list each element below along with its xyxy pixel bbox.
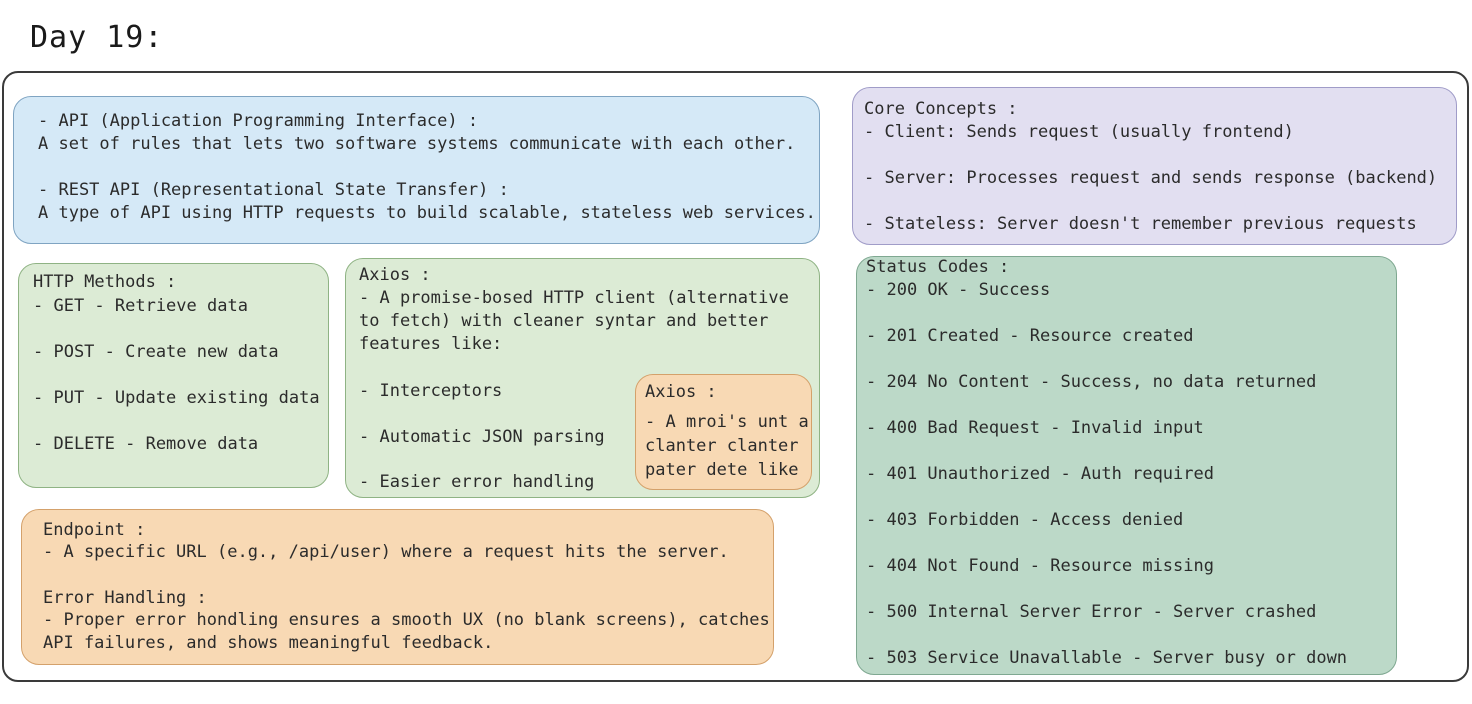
error-handling-description: - Proper error hondling ensures a smooth…	[43, 610, 770, 630]
core-concepts-heading: Core Concepts :	[864, 99, 1018, 119]
status-code-item: - 204 No Content - Success, no data retu…	[866, 372, 1317, 392]
status-code-item: - 403 Forbidden - Access denied	[866, 510, 1184, 530]
core-concept-item: - Server: Processes request and sends re…	[864, 168, 1438, 188]
axios-feature-item: - Automatic JSON parsing	[359, 427, 605, 447]
http-methods-heading: HTTP Methods :	[33, 272, 177, 292]
status-code-item: - 201 Created - Resource created	[866, 326, 1194, 346]
axios-note-heading: Axios :	[645, 382, 717, 402]
api-heading: - API (Application Programming Interface…	[38, 111, 479, 131]
page-title: Day 19:	[30, 20, 164, 55]
core-concept-item: - Client: Sends request (usually fronten…	[864, 122, 1294, 142]
status-code-item: - 401 Unauthorized - Auth required	[866, 464, 1214, 484]
status-code-item: - 503 Service Unavallable - Server busy …	[866, 648, 1348, 668]
core-concept-item: - Stateless: Server doesn't remember pre…	[864, 214, 1417, 234]
notes-frame	[2, 71, 1469, 682]
api-description: A set of rules that lets two software sy…	[38, 134, 796, 154]
error-handling-heading: Error Handling :	[43, 588, 207, 608]
axios-note-line: - A mroi's unt a	[645, 412, 809, 432]
core-concepts-card	[852, 87, 1457, 245]
axios-note-line: pater dete like	[645, 460, 799, 480]
axios-note-card	[635, 374, 812, 490]
axios-description-line: - A promise-bosed HTTP client (alternati…	[359, 288, 789, 308]
http-method-item: - GET - Retrieve data	[33, 296, 248, 316]
error-handling-description: API failures, and shows meaningful feedb…	[43, 633, 494, 653]
http-method-item: - POST - Create new data	[33, 342, 279, 362]
endpoint-description: - A specific URL (e.g., /api/user) where…	[43, 542, 729, 562]
status-code-item: - 404 Not Found - Resource missing	[866, 556, 1214, 576]
axios-feature-item: - Interceptors	[359, 381, 503, 401]
http-method-item: - DELETE - Remove data	[33, 434, 259, 454]
status-codes-heading: Status Codes :	[866, 257, 1010, 277]
status-code-item: - 200 OK - Success	[866, 280, 1051, 300]
http-methods-card	[18, 263, 329, 488]
status-codes-card	[856, 256, 1397, 675]
status-code-item: - 400 Bad Request - Invalid input	[866, 418, 1204, 438]
rest-api-description: A type of API using HTTP requests to bui…	[38, 203, 816, 223]
axios-note-line: clanter clanter	[645, 436, 799, 456]
axios-heading: Axios :	[359, 265, 431, 285]
http-method-item: - PUT - Update existing data	[33, 388, 320, 408]
axios-description-line: to fetch) with cleaner syntar and better	[359, 311, 769, 331]
api-definition-card	[13, 96, 820, 244]
rest-api-heading: - REST API (Representational State Trans…	[38, 180, 509, 200]
status-code-item: - 500 Internal Server Error - Server cra…	[866, 602, 1317, 622]
endpoint-card	[21, 509, 774, 665]
axios-feature-item: - Easier error handling	[359, 472, 595, 492]
axios-description-line: features like:	[359, 334, 503, 354]
endpoint-heading: Endpoint :	[43, 520, 146, 540]
